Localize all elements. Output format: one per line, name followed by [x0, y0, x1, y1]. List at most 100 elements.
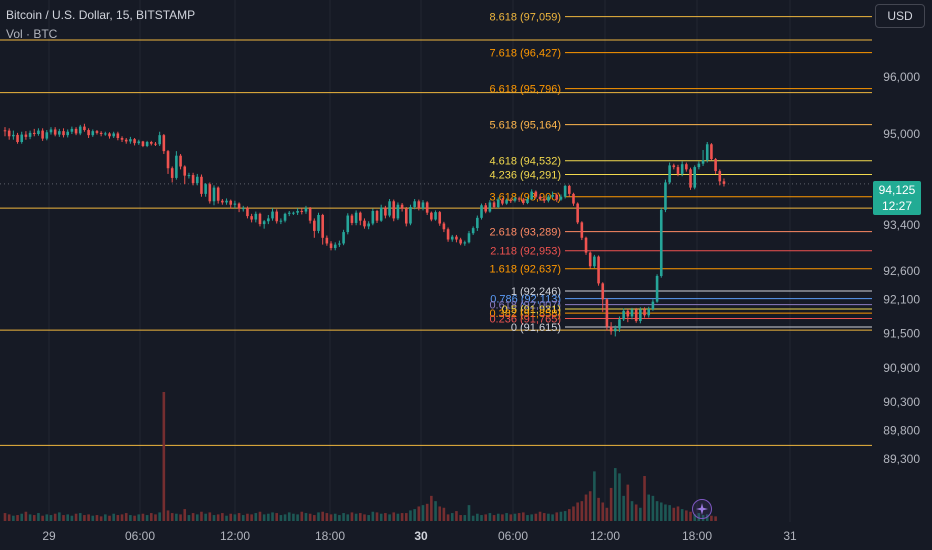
last-price-value: 94,125: [878, 183, 916, 197]
volume-indicator-label[interactable]: Vol · BTC: [6, 27, 58, 41]
volume-bar: [129, 515, 132, 521]
candle-body: [488, 202, 492, 212]
volume-bar: [563, 511, 567, 521]
volume-bar: [283, 514, 287, 521]
x-axis-tick-label: 18:00: [315, 529, 345, 543]
volume-bar: [404, 513, 408, 521]
candle-body: [317, 214, 320, 231]
sparkle-icon[interactable]: [692, 499, 712, 519]
volume-bar: [133, 515, 136, 521]
candle-body: [129, 139, 132, 142]
candle-body: [379, 207, 383, 221]
candle-body: [367, 223, 370, 227]
volume-bar: [710, 515, 713, 521]
candle-body: [396, 204, 400, 219]
volume-bar: [643, 476, 646, 521]
volume-bar: [371, 511, 375, 521]
candle-body: [91, 131, 95, 136]
candle-body: [375, 210, 379, 221]
candle-body: [170, 168, 174, 178]
candle-body: [363, 220, 366, 227]
volume-bar: [70, 515, 74, 521]
volume-bar: [442, 507, 446, 521]
volume-bar: [505, 513, 508, 521]
candle-body: [664, 182, 667, 210]
candle-body: [233, 203, 237, 205]
volume-bar: [392, 512, 396, 521]
volume-bar: [601, 502, 605, 521]
volume-bar: [250, 514, 253, 521]
candle-body: [208, 184, 212, 202]
candle-body: [568, 185, 571, 194]
volume-bar: [559, 511, 563, 521]
volume-bar: [254, 513, 258, 521]
candle-body: [580, 222, 584, 238]
volume-bar: [450, 513, 454, 521]
volume-bar: [58, 512, 61, 521]
candle-body: [45, 132, 49, 139]
x-axis-tick-label: 06:00: [498, 529, 528, 543]
volume-bar: [87, 514, 90, 521]
candle-body: [237, 203, 241, 209]
volume-bar: [204, 513, 207, 521]
fib-level-label: 2.118 (92,953): [490, 246, 561, 258]
volume-bar: [3, 513, 7, 521]
volume-bar: [241, 515, 245, 521]
candle-body: [166, 151, 170, 169]
volume-bar: [338, 515, 341, 521]
volume-bar: [150, 513, 153, 521]
candle-body: [647, 309, 651, 316]
candle-body: [555, 195, 559, 200]
fib-level-label: 0.5 (91,931): [502, 304, 561, 316]
volume-bar: [7, 514, 11, 521]
volume-bar: [208, 512, 212, 521]
candle-body: [229, 200, 233, 205]
candle-body: [626, 310, 630, 317]
volume-bar: [396, 513, 400, 521]
volume-bar: [53, 513, 57, 521]
candle-body: [216, 187, 220, 201]
volume-bar: [325, 513, 329, 521]
candle-body: [70, 128, 74, 132]
volume-bar: [526, 515, 529, 521]
volume-bar: [124, 513, 128, 521]
candle-body: [112, 133, 115, 137]
volume-bar: [287, 512, 291, 521]
candle-body: [685, 164, 688, 170]
candle-body: [66, 131, 69, 136]
volume-bar: [593, 471, 596, 521]
candle-body: [455, 236, 458, 240]
volume-bar: [317, 512, 320, 521]
volume-bar: [45, 514, 49, 521]
candle-body: [95, 131, 99, 133]
x-axis-tick-label: 31: [783, 529, 797, 543]
currency-button[interactable]: USD: [875, 4, 925, 28]
volume-bar: [689, 511, 692, 521]
volume-bar: [350, 512, 354, 521]
x-axis-tick-label: 12:00: [590, 529, 620, 543]
candle-body: [484, 205, 487, 212]
candle-body: [639, 309, 642, 322]
candle-body: [559, 196, 563, 200]
volume-bar: [384, 513, 387, 521]
volume-bar: [104, 514, 107, 521]
symbol-title[interactable]: Bitcoin / U.S. Dollar, 15, BITSTAMP: [6, 8, 196, 22]
fib-level-label: 0.382 (91,858): [489, 308, 561, 320]
candle-body: [425, 202, 429, 213]
candle-body: [333, 244, 337, 249]
candle-body: [175, 155, 178, 178]
volume-bar: [99, 516, 103, 521]
volume-bar: [225, 515, 228, 521]
candle-body: [388, 201, 391, 216]
candle-body: [509, 200, 513, 202]
volume-bar: [496, 513, 500, 521]
y-axis-tick-label: 90,900: [883, 361, 920, 375]
volume-bar: [705, 514, 709, 521]
candle-body: [212, 187, 216, 202]
volume-bar: [292, 513, 295, 521]
volume-bar: [296, 514, 299, 521]
candle-body: [622, 310, 625, 320]
candle-body: [254, 213, 258, 220]
